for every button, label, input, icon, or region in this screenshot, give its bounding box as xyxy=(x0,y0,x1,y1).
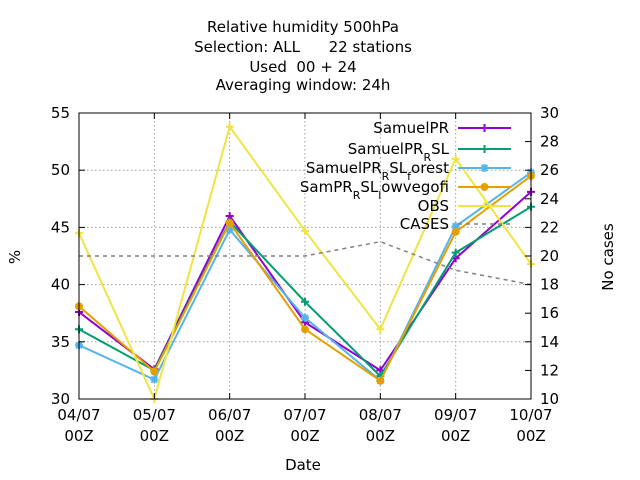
legend-marker xyxy=(480,183,489,191)
series-line xyxy=(79,240,532,286)
y2-tick-label: 18 xyxy=(540,276,559,294)
legend-marker xyxy=(480,145,489,153)
legend-marker xyxy=(480,124,489,132)
x-tick-label-time: 00Z xyxy=(140,427,169,445)
x-tick-label: 09/07 xyxy=(434,406,477,424)
series-samuelpr-rsl-forest xyxy=(75,168,535,385)
x-tick-label: 10/07 xyxy=(509,406,552,424)
x-tick-label-time: 00Z xyxy=(290,427,319,445)
y-tick-label: 30 xyxy=(51,390,70,408)
y-tick-label: 40 xyxy=(51,276,70,294)
y2-tick-label: 12 xyxy=(540,361,559,379)
y2-tick-label: 16 xyxy=(540,304,559,322)
legend-marker xyxy=(480,202,489,210)
chart-title: Relative humidity 500hPa Selection: ALL … xyxy=(194,18,412,94)
y2-tick-label: 28 xyxy=(540,133,559,151)
y2-tick-label: 10 xyxy=(540,390,559,408)
legend-item: SamuelPRRSL xyxy=(348,140,511,164)
y-axis-label: % xyxy=(6,250,24,264)
title-line-4: Averaging window: 24h xyxy=(216,76,391,94)
legend-label: SamuelPRRSL xyxy=(348,140,450,164)
legend-item: SamuelPRRSLforest xyxy=(306,159,511,183)
data-point xyxy=(150,375,159,384)
title-line-3: Used 00 + 24 xyxy=(249,58,356,76)
y-tick-label: 35 xyxy=(51,333,70,351)
x-tick-label: 08/07 xyxy=(359,406,402,424)
x-tick-label-time: 00Z xyxy=(64,427,93,445)
y-tick-label: 45 xyxy=(51,218,70,236)
data-point xyxy=(225,218,234,227)
series-sampr-rsl-lowvegofi xyxy=(75,171,535,385)
axes: 04/07 00Z 05/07 00Z 06/07 00Z 07/07 00Z 08/07 00Z… xyxy=(51,104,559,445)
data-point xyxy=(451,248,460,257)
y-tick-label: 55 xyxy=(51,104,70,122)
data-point xyxy=(225,225,234,234)
x-tick-label-time: 00Z xyxy=(366,427,395,445)
y2-tick-label: 14 xyxy=(540,333,559,351)
data-point xyxy=(451,222,460,231)
title-line-2: Selection: ALL 22 stations xyxy=(194,38,412,56)
y2-axis-label: No cases xyxy=(599,223,617,291)
legend-item: SamPRRSLlowvegofi xyxy=(300,178,511,202)
data-point xyxy=(451,154,460,163)
legend-label: SamuelPRRSLforest xyxy=(306,159,449,183)
data-point xyxy=(150,367,159,376)
data-point xyxy=(301,226,309,235)
x-tick-label: 05/07 xyxy=(133,406,176,424)
data-point xyxy=(301,325,309,334)
legend-item: CASES xyxy=(400,215,511,233)
x-tick-label: 04/07 xyxy=(57,406,100,424)
legend: SamuelPR SamuelPRRSLSamuelPRRSLforestSamP… xyxy=(300,119,511,233)
legend-label: CASES xyxy=(400,215,449,233)
legend-label: OBS xyxy=(418,197,449,215)
legend-item: OBS xyxy=(418,197,511,215)
legend-label: SamuelPR xyxy=(373,119,449,137)
x-tick-label-time: 00Z xyxy=(441,427,470,445)
data-point xyxy=(451,227,460,236)
y2-tick-label: 24 xyxy=(540,190,559,208)
y2-tick-label: 26 xyxy=(540,161,559,179)
data-point xyxy=(301,313,309,322)
data-point xyxy=(301,297,309,306)
data-point xyxy=(225,122,234,131)
y-tick-label: 50 xyxy=(51,161,70,179)
x-tick-label: 06/07 xyxy=(208,406,251,424)
legend-label: SamPRRSLlowvegofi xyxy=(300,178,449,202)
x-tick-label-time: 00Z xyxy=(215,427,244,445)
y2-tick-label: 20 xyxy=(540,247,559,265)
legend-marker xyxy=(480,164,489,172)
x-tick-label: 07/07 xyxy=(283,406,326,424)
data-point xyxy=(376,376,385,385)
y2-tick-label: 30 xyxy=(540,104,559,122)
title-line-1: Relative humidity 500hPa xyxy=(207,18,399,36)
x-axis-label: Date xyxy=(285,456,321,474)
x-tick-label-time: 00Z xyxy=(516,427,545,445)
data-point xyxy=(376,325,385,334)
legend-item: SamuelPR xyxy=(373,119,511,137)
series-cases xyxy=(79,240,532,286)
y2-tick-label: 22 xyxy=(540,218,559,236)
